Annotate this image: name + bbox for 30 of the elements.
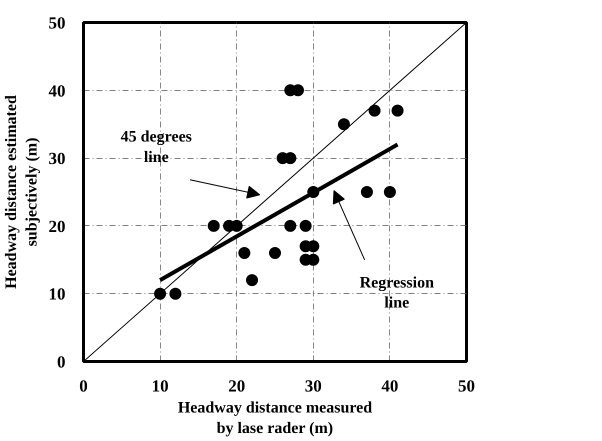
point [238, 247, 250, 260]
x-tick-label: 30 [304, 376, 322, 396]
point [338, 118, 350, 130]
y-tick-label: 20 [48, 216, 66, 236]
x-tick-label: 10 [152, 376, 169, 396]
point [284, 220, 296, 232]
point [300, 220, 312, 232]
point [368, 104, 381, 117]
x-tick-label: 40 [381, 376, 398, 396]
point [392, 104, 404, 117]
point [208, 220, 220, 232]
annotation: 45 degrees line [120, 128, 192, 166]
point [269, 247, 281, 260]
y-axis-title: Headway distance estimated subjectively (m) [3, 95, 40, 289]
x-tick-label: 50 [458, 376, 475, 396]
x-tick-label: 0 [79, 376, 88, 396]
point [384, 186, 396, 198]
point [246, 274, 258, 286]
y-tick-label: 50 [48, 14, 66, 32]
y-tick-label: 40 [48, 81, 66, 100]
point [154, 288, 166, 300]
x-axis-title: Headway distance measured by lase rader (m) [178, 400, 372, 437]
x-tick-label: 20 [228, 376, 246, 396]
y-tick-label: 30 [48, 149, 66, 168]
y-tick-label: 0 [57, 352, 66, 372]
y-tick-label: 10 [48, 284, 66, 304]
point [169, 288, 182, 300]
point [360, 186, 373, 198]
annotation: Regression line [360, 274, 434, 312]
point [307, 186, 320, 198]
